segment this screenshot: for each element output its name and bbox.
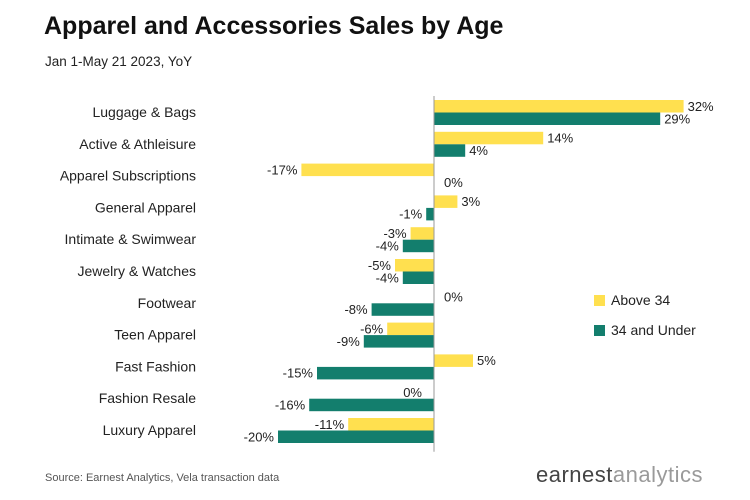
data-label: -16% <box>275 397 306 412</box>
data-label: -6% <box>360 321 384 336</box>
brand-part2: analytics <box>612 462 703 487</box>
data-label: -17% <box>267 162 298 177</box>
category-label: Teen Apparel <box>114 327 196 343</box>
data-label: 32% <box>688 99 714 114</box>
data-label: -8% <box>344 302 368 317</box>
source-note: Source: Earnest Analytics, Vela transact… <box>45 472 280 484</box>
bar-above-34 <box>395 259 434 272</box>
category-label: Luggage & Bags <box>92 104 196 120</box>
bar-above-34 <box>410 227 434 240</box>
bar-above-34 <box>348 418 434 431</box>
category-label: Jewelry & Watches <box>77 263 196 279</box>
legend-label: Above 34 <box>611 292 670 308</box>
category-label: Fast Fashion <box>115 358 196 374</box>
data-label: -4% <box>376 238 400 253</box>
data-label: -9% <box>337 334 361 349</box>
data-label: 0% <box>444 290 463 305</box>
legend-swatch <box>594 295 605 306</box>
bar-34-and-under <box>363 335 434 348</box>
brand-part1: earnest <box>536 462 613 487</box>
category-label: Apparel Subscriptions <box>60 168 196 184</box>
data-label: -3% <box>383 226 407 241</box>
data-label: -1% <box>399 207 423 222</box>
data-label: -20% <box>244 429 275 444</box>
category-label: Fashion Resale <box>99 390 196 406</box>
data-label: 0% <box>403 385 422 400</box>
data-label: 3% <box>461 194 480 209</box>
bar-above-34 <box>434 100 684 113</box>
chart-title: Apparel and Accessories Sales by Age <box>44 12 504 40</box>
bar-34-and-under <box>402 271 434 284</box>
brand-logo: earnestanalytics <box>536 462 703 488</box>
data-label: -4% <box>376 270 400 285</box>
category-label: Active & Athleisure <box>79 136 196 152</box>
chart-subtitle: Jan 1-May 21 2023, YoY <box>45 54 193 69</box>
bar-34-and-under <box>278 430 434 443</box>
bar-above-34 <box>301 163 434 177</box>
category-label: Intimate & Swimwear <box>65 231 197 247</box>
legend-swatch <box>594 325 605 336</box>
category-label: General Apparel <box>95 199 196 215</box>
bar-34-and-under <box>434 144 466 157</box>
legend-label: 34 and Under <box>611 322 696 338</box>
bar-above-34 <box>387 322 434 336</box>
data-label: -5% <box>368 258 392 273</box>
data-label: -15% <box>283 366 314 381</box>
data-label: 14% <box>547 131 573 146</box>
bar-34-and-under <box>402 239 434 253</box>
data-label: 29% <box>664 111 690 126</box>
bar-above-34 <box>434 195 458 208</box>
bar-34-and-under <box>434 112 661 125</box>
bar-34-and-under <box>426 207 434 221</box>
data-label: 5% <box>477 353 496 368</box>
bar-34-and-under <box>317 366 434 380</box>
category-label: Footwear <box>138 295 197 311</box>
bar-above-34 <box>434 131 544 145</box>
bar-above-34 <box>434 354 473 367</box>
bar-34-and-under <box>309 398 434 412</box>
bar-34-and-under <box>371 303 434 316</box>
data-label: 4% <box>469 143 488 158</box>
category-label: Luxury Apparel <box>103 422 196 438</box>
data-label: -11% <box>315 417 345 432</box>
data-label: 0% <box>444 175 463 190</box>
